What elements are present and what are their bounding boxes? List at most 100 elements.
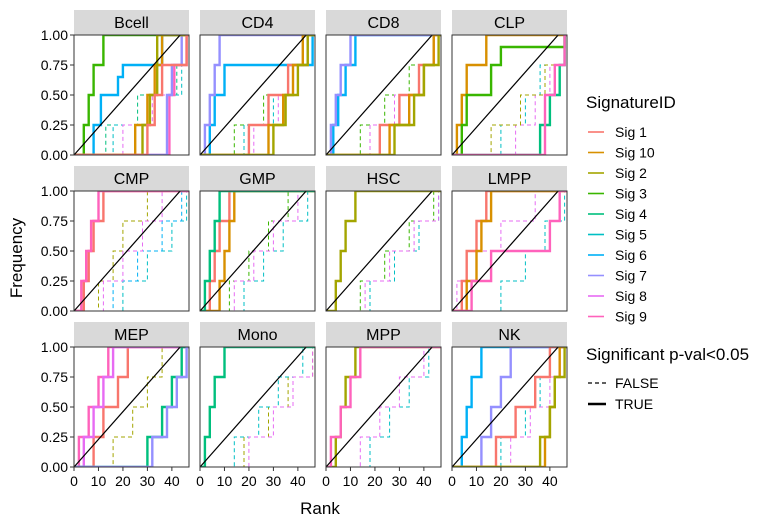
series-line-sig-7	[200, 35, 315, 155]
x-tick-label: 0	[448, 473, 456, 489]
series-line-sig-1	[200, 191, 315, 311]
facet-nk: NK 0 10 20 30 40	[448, 322, 568, 489]
series-line-sig-2	[326, 35, 441, 155]
series-line-sig-1	[74, 191, 189, 311]
series-line-sig-7	[452, 347, 567, 467]
y-tick-label: 0.00	[41, 303, 68, 319]
x-axis-label: Rank	[300, 499, 340, 518]
series-line-sig-5	[200, 347, 315, 467]
legend-item-sig-9: Sig 9	[588, 309, 647, 325]
series-line-sig-3	[74, 35, 189, 155]
x-tick-label: 0	[322, 473, 330, 489]
diagonal-reference-line	[74, 35, 181, 155]
facet-strip	[452, 10, 567, 35]
y-tick-label: 0.25	[41, 273, 68, 289]
x-tick-label: 40	[416, 473, 432, 489]
plot-area	[74, 347, 189, 467]
facet-strip-label: Bcell	[114, 15, 149, 32]
panel-border	[325, 34, 442, 156]
y-axis-label: Frequency	[7, 217, 26, 298]
series-line-sig-2	[74, 347, 189, 467]
series-line-sig-2	[200, 35, 315, 155]
series-line-sig-1	[74, 35, 189, 155]
facet-cd8: CD8	[325, 10, 442, 156]
x-tick-label: 0	[196, 473, 204, 489]
series-line-sig-3	[326, 191, 441, 311]
x-tick-label: 20	[493, 473, 509, 489]
series-line-sig-6	[74, 35, 189, 155]
facet-strip	[452, 322, 567, 347]
facet-strip-label: CMP	[114, 171, 150, 188]
series-line-sig-2	[326, 191, 441, 311]
x-tick-label: 40	[542, 473, 558, 489]
x-tick-label: 10	[217, 473, 233, 489]
diagonal-reference-line	[74, 347, 181, 467]
legend-significance-title: Significant p-val<0.05	[586, 345, 749, 364]
panel-border	[451, 34, 568, 156]
facet-bcell: Bcell 0.00 0.25 0.50 0.75 1.00	[41, 10, 190, 163]
plot-area	[74, 191, 189, 311]
x-tick-label: 30	[518, 473, 534, 489]
series-line-sig-9	[74, 191, 189, 311]
legend-item-label: Sig 2	[615, 165, 647, 181]
facet-strip	[200, 10, 315, 35]
legend-item-sig-2: Sig 2	[588, 165, 647, 181]
series-line-sig-8	[452, 191, 567, 311]
panel-border	[325, 346, 442, 468]
series-line-sig-8	[74, 347, 189, 467]
series-line-sig-4	[200, 347, 315, 467]
facet-strip-label: HSC	[367, 171, 401, 188]
diagonal-reference-line	[326, 347, 433, 467]
legend-item-label: Sig 5	[615, 227, 647, 243]
facet-cmp: CMP 0.00 0.25 0.50 0.75 1.00	[41, 166, 190, 319]
legend-signature-items: Sig 1 Sig 10 Sig 2 Sig 3 Sig 4 Sig 5 Sig 6 Sig …	[588, 124, 655, 325]
y-tick-label: 0.00	[41, 147, 68, 163]
series-line-sig-8	[200, 191, 315, 311]
x-tick-label: 20	[241, 473, 257, 489]
series-line-sig-9	[326, 347, 441, 467]
legend-item-label: Sig 1	[615, 124, 647, 140]
plot-area	[452, 347, 567, 467]
series-line-sig-3	[200, 191, 315, 311]
facet-strip-label: CD8	[367, 15, 399, 32]
y-tick-label: 0.75	[41, 213, 68, 229]
y-tick-label: 0.50	[41, 87, 68, 103]
x-tick-label: 40	[164, 473, 180, 489]
legend-item-sig-5: Sig 5	[588, 227, 647, 243]
facet-strip	[200, 166, 315, 191]
panel-border	[199, 346, 316, 468]
facet-hsc: HSC	[325, 166, 442, 312]
diagonal-reference-line	[326, 35, 433, 155]
diagonal-reference-line	[74, 191, 181, 311]
series-line-sig-6	[452, 347, 567, 467]
facet-strip	[74, 10, 189, 35]
series-line-sig-7	[74, 35, 189, 155]
plot-area	[200, 191, 315, 311]
legend-significance-items: FALSE TRUE	[588, 375, 659, 412]
diagonal-reference-line	[452, 191, 559, 311]
diagonal-reference-line	[452, 35, 559, 155]
series-line-sig-8	[326, 347, 441, 467]
plot-area	[74, 35, 189, 155]
y-tick-label: 0.25	[41, 429, 68, 445]
legend-item-sig-4: Sig 4	[588, 206, 647, 222]
series-line-sig-6	[200, 35, 315, 155]
series-line-sig-7	[326, 35, 441, 155]
y-tick-label: 0.75	[41, 57, 68, 73]
series-line-sig-2	[74, 35, 189, 155]
x-tick-label: 10	[91, 473, 107, 489]
series-line-sig-10	[200, 191, 315, 311]
panel-border	[451, 190, 568, 312]
x-tick-label: 0	[70, 473, 78, 489]
facet-strip-label: MPP	[366, 327, 401, 344]
legend-item-sig-6: Sig 6	[588, 247, 647, 263]
facet-strip	[326, 166, 441, 191]
legend-item-label: TRUE	[615, 396, 653, 412]
legend-signature-title: SignatureID	[586, 93, 676, 112]
legend-item-sig-1: Sig 1	[588, 124, 647, 140]
facet-strip-label: CLP	[494, 15, 525, 32]
legend-item-label: FALSE	[615, 375, 659, 391]
series-line-sig-9	[452, 191, 567, 311]
legend-item-sig-3: Sig 3	[588, 186, 647, 202]
